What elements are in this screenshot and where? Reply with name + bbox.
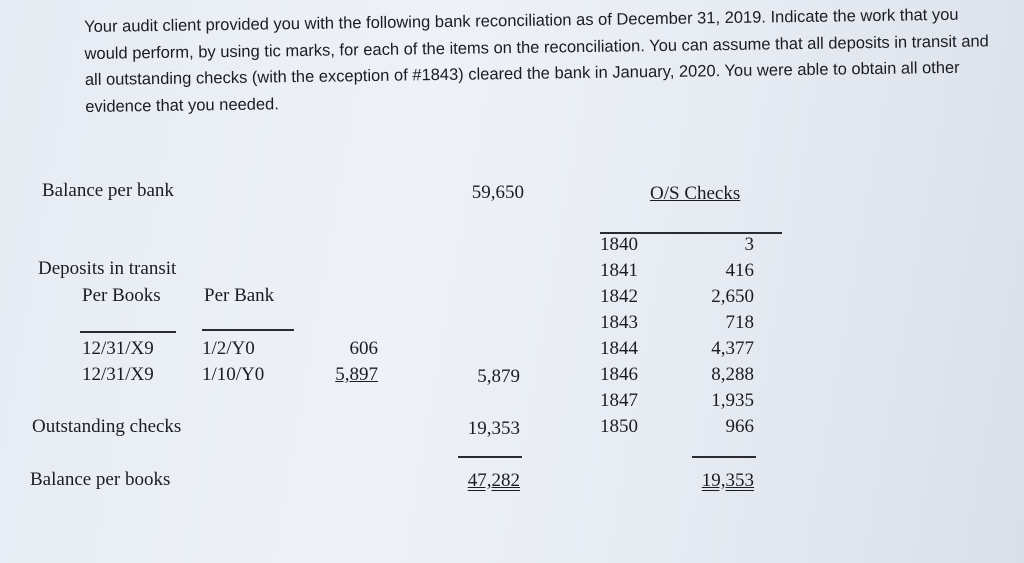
deposit-amount: 606 [349,338,379,359]
balance-per-books-label: Balance per books [30,469,171,490]
divider [692,456,756,458]
os-checks-title: O/S Checks [650,183,741,204]
check-amount: 3 [744,234,755,255]
instructions: Your audit client provided you with the … [84,1,1005,120]
check-amount: 4,377 [711,338,754,359]
deposit-bank-date: 1/2/Y0 [202,338,255,359]
check-amount: 2,650 [711,286,754,307]
per-books-header: Per Books [82,285,161,306]
deposit-amount: 5,897 [335,364,378,385]
balance-per-bank-amount: 59,650 [471,182,524,203]
deposit-bank-date: 1/10/Y0 [202,364,265,385]
check-number: 1840 [600,234,638,255]
per-bank-header: Per Bank [204,285,275,306]
check-number: 1842 [600,286,638,307]
divider [80,331,176,333]
balance-per-bank-label: Balance per bank [42,180,174,201]
os-checks-total: 19,353 [701,470,754,491]
deposits-in-transit-total: 5,879 [477,366,520,387]
check-number: 1846 [600,364,638,385]
check-number: 1841 [600,260,638,281]
divider [458,456,522,458]
balance-per-books-amount: 47,282 [467,470,520,491]
check-number: 1844 [600,338,638,359]
check-number: 1850 [600,416,638,437]
outstanding-checks-label: Outstanding checks [32,416,182,437]
instructions-text: Your audit client provided you with the … [84,5,989,116]
check-number: 1847 [600,390,638,411]
check-amount: 8,288 [711,364,754,385]
divider [202,329,294,331]
deposit-books-date: 12/31/X9 [82,338,154,359]
outstanding-checks-amount: 19,353 [467,418,520,439]
check-amount: 1,935 [711,390,754,411]
check-number: 1843 [600,312,638,333]
deposit-books-date: 12/31/X9 [82,364,154,385]
divider [600,232,782,234]
deposits-in-transit-label: Deposits in transit [38,258,177,279]
check-amount: 416 [725,260,755,281]
check-amount: 966 [725,416,755,437]
check-amount: 718 [725,312,755,333]
